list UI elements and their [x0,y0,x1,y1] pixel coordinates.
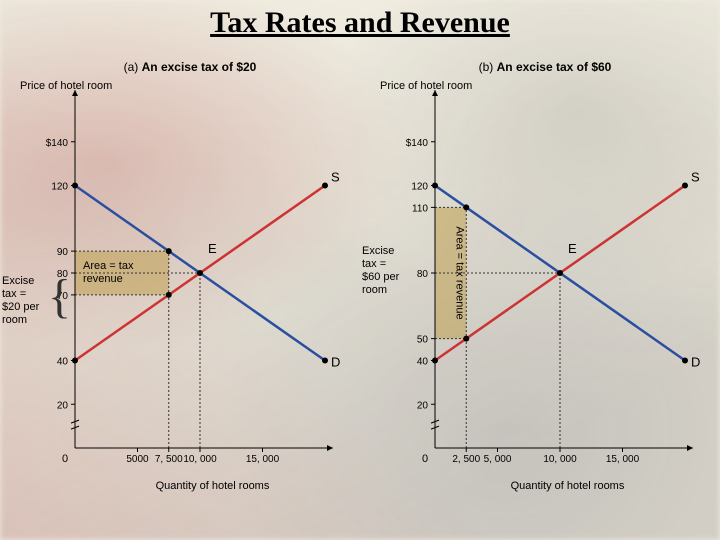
svg-text:120: 120 [411,182,428,193]
svg-text:revenue: revenue [83,273,123,285]
svg-text:90: 90 [57,247,69,258]
svg-text:50: 50 [417,335,429,346]
svg-text:D: D [691,355,700,370]
panel-a-sidelabel: Excise tax = $20 per room [2,275,47,327]
svg-text:10, 000: 10, 000 [183,454,217,465]
panel-b-ylabel: Price of hotel room [380,80,472,93]
svg-text:2, 500: 2, 500 [452,454,480,465]
svg-text:20: 20 [417,400,429,411]
panel-b-subtitle: (b) An excise tax of $60 [380,60,710,74]
svg-text:40: 40 [417,357,429,368]
panel-a: (a) An excise tax of $20 Price of hotel … [20,60,360,492]
chart-b: $140 120 110 80 50 40 20 2, 500 5, 000 10, 000 15,… [380,78,700,478]
panel-b: (b) An excise tax of $60 Price of hotel … [380,60,710,492]
subtitle-a-bold: An excise tax of $20 [142,60,257,74]
svg-text:7, 500: 7, 500 [155,454,183,465]
page-title: Tax Rates and Revenue [0,6,720,40]
svg-text:$140: $140 [406,138,429,149]
panel-a-brace: { [48,273,71,321]
panel-a-subtitle: (a) An excise tax of $20 [20,60,360,74]
svg-text:110: 110 [412,203,428,214]
svg-text:$140: $140 [46,138,69,149]
panel-b-xlabel: Quantity of hotel rooms [425,480,710,492]
subtitle-b-prefix: (b) [479,60,497,74]
subtitle-a-prefix: (a) [124,60,142,74]
svg-text:Area = tax: Area = tax [83,260,134,272]
panel-b-sidelabel: Excise tax = $60 per room [362,245,407,297]
svg-text:40: 40 [57,357,69,368]
svg-text:0: 0 [422,453,428,465]
svg-text:5, 000: 5, 000 [484,454,512,465]
svg-text:S: S [691,170,700,185]
svg-text:120: 120 [51,182,68,193]
svg-text:E: E [208,241,217,256]
panel-a-ylabel: Price of hotel room [20,80,112,93]
svg-text:E: E [568,241,577,256]
svg-text:15, 000: 15, 000 [606,454,640,465]
svg-text:10, 000: 10, 000 [543,454,577,465]
svg-text:80: 80 [417,269,429,280]
svg-text:S: S [331,170,340,185]
svg-text:0: 0 [62,453,68,465]
subtitle-b-bold: An excise tax of $60 [497,60,612,74]
panel-a-xlabel: Quantity of hotel rooms [65,480,360,492]
svg-text:20: 20 [57,400,69,411]
svg-text:Area = tax revenue: Area = tax revenue [454,226,466,319]
svg-text:5000: 5000 [126,454,149,465]
svg-text:15, 000: 15, 000 [246,454,280,465]
svg-text:D: D [331,355,340,370]
